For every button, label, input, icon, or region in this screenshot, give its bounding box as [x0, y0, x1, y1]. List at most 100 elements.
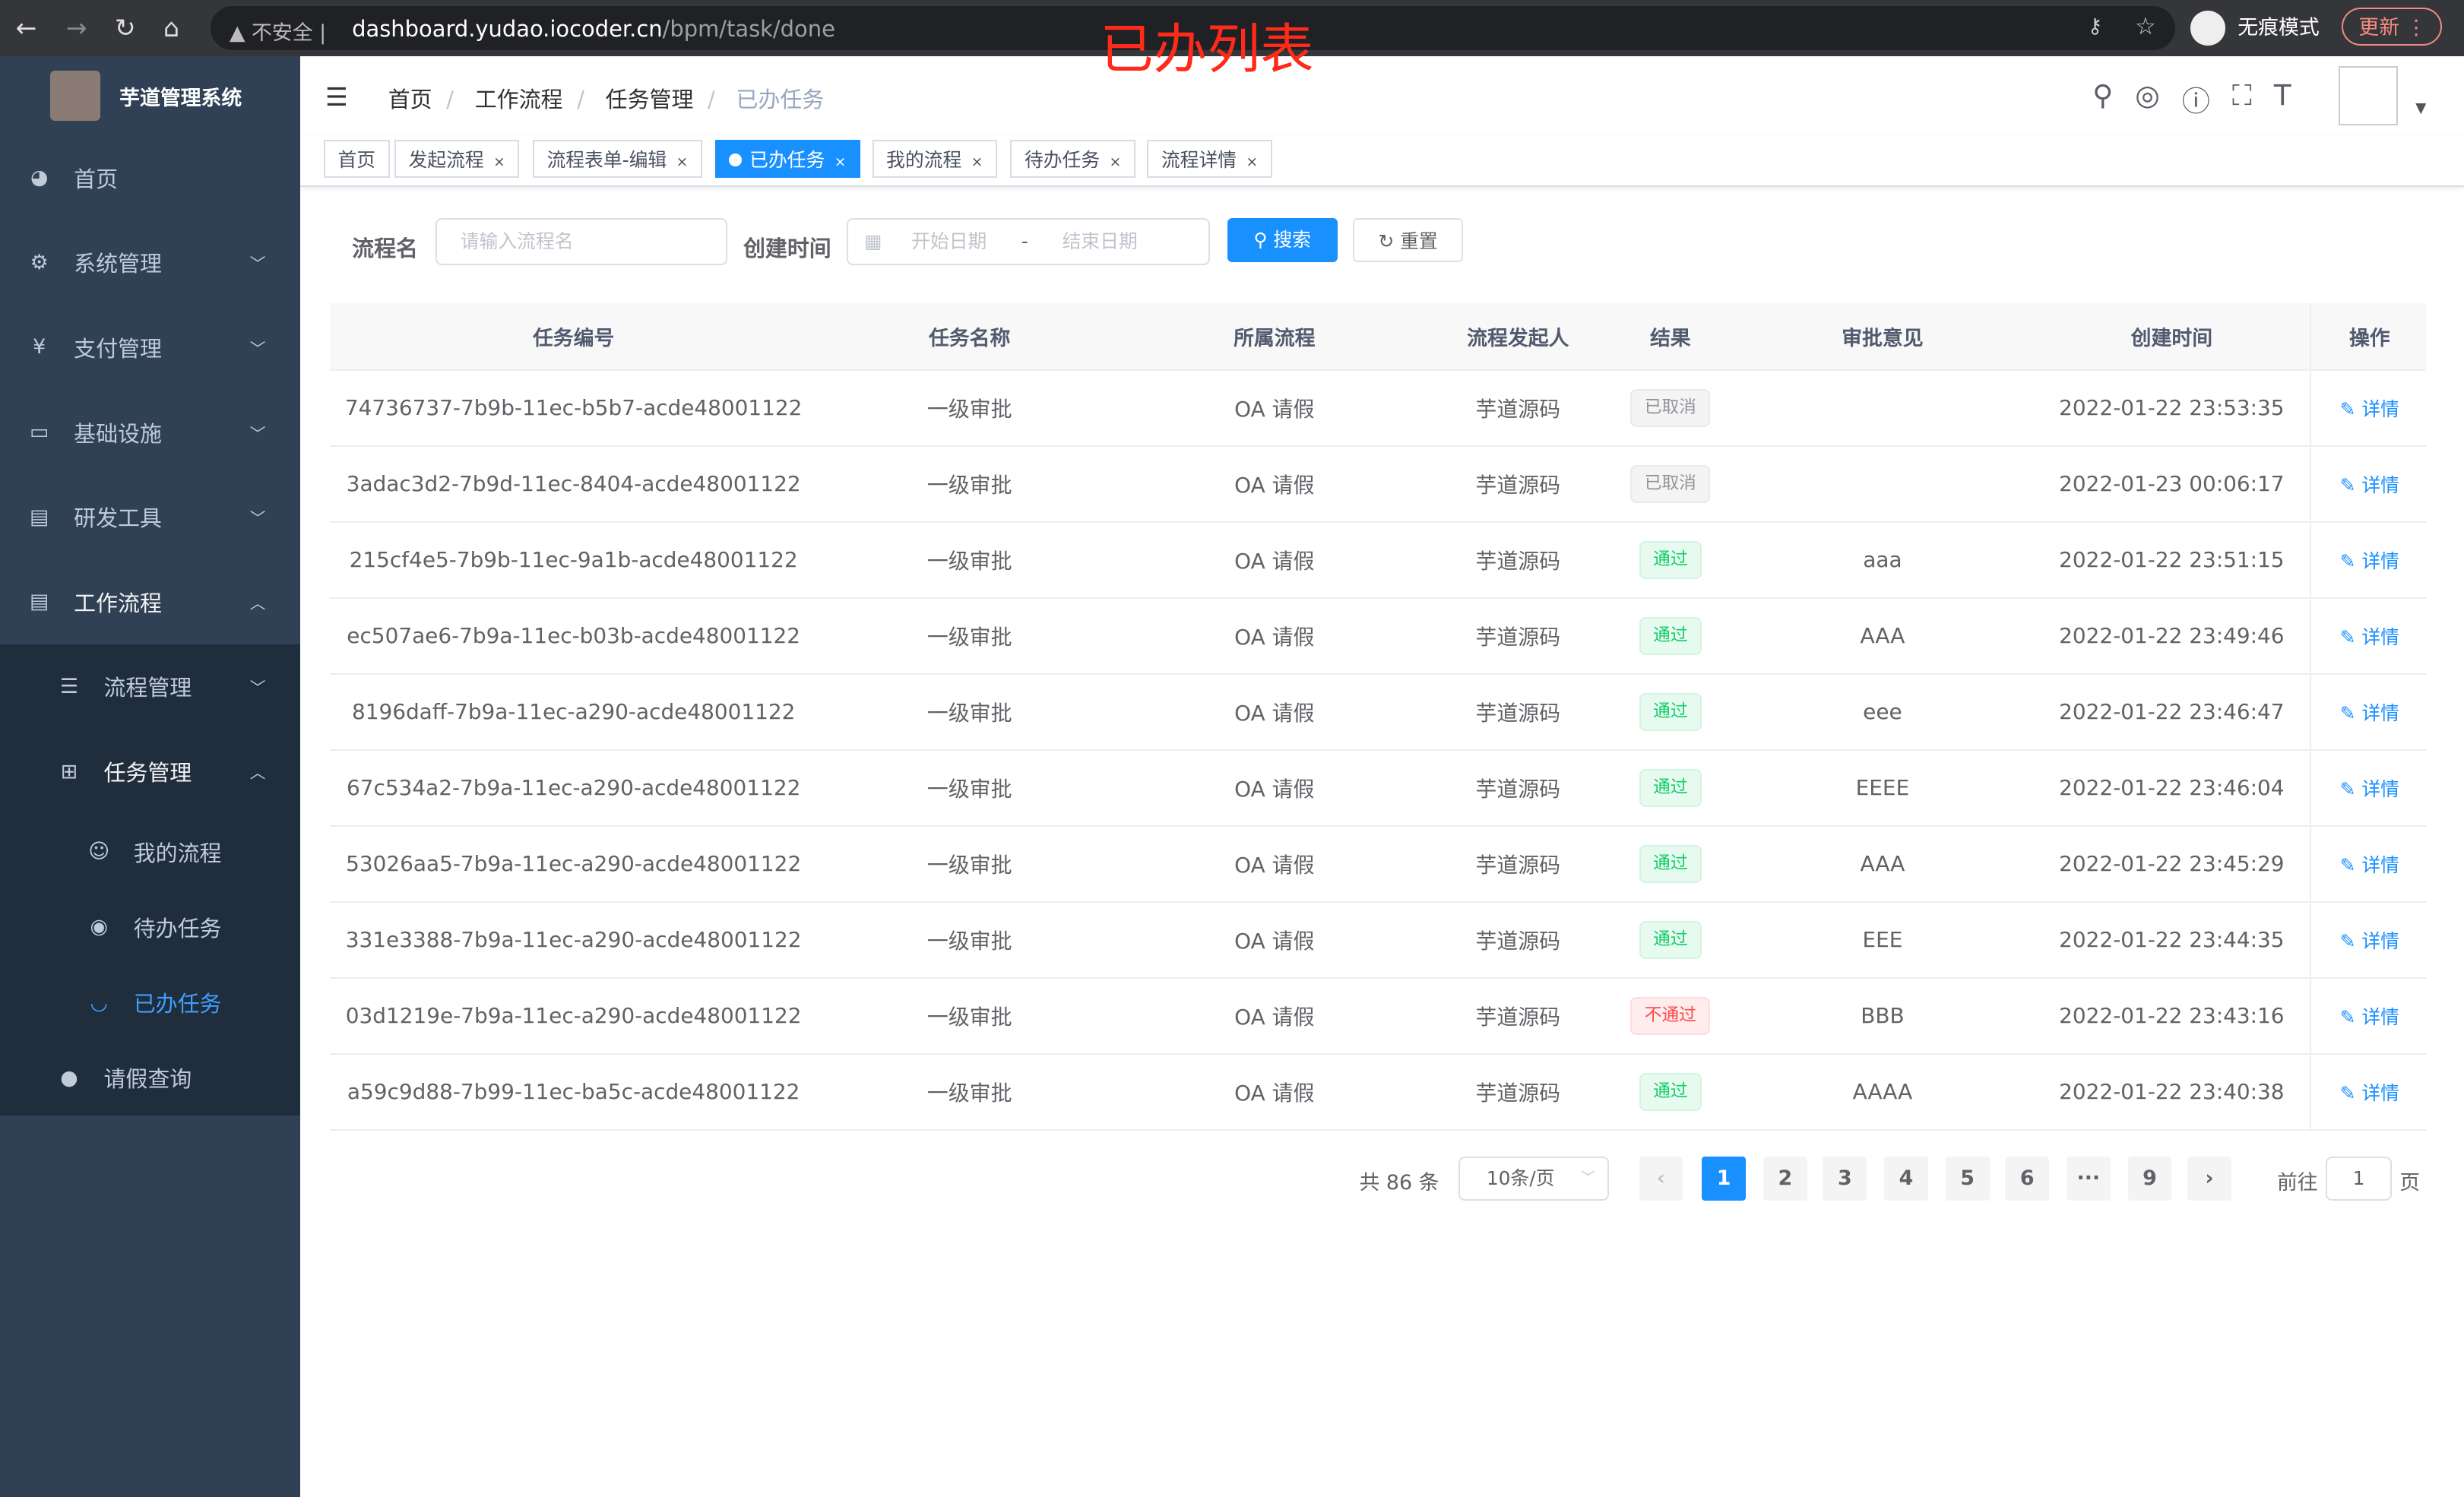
- back-icon[interactable]: ←: [15, 12, 37, 43]
- next-page-button[interactable]: ›: [2187, 1156, 2231, 1201]
- detail-link[interactable]: ✎ 详情: [2340, 850, 2399, 878]
- process-name: OA 请假: [1234, 396, 1315, 422]
- table-row: 8196daff-7b9a-11ec-a290-acde48001122 一级审…: [330, 674, 2427, 751]
- result-badge: 通过: [1639, 921, 1702, 959]
- tag-todo[interactable]: 待办任务 ×: [1010, 140, 1135, 178]
- incognito-badge[interactable]: 无痕模式: [2187, 8, 2320, 49]
- sidebar-item-home[interactable]: ◕ 首页: [0, 135, 300, 220]
- menu-label: 工作流程: [74, 590, 162, 616]
- breadcrumb-item[interactable]: 任务管理: [605, 86, 694, 112]
- process-name-input[interactable]: 请输入流程名: [435, 218, 728, 266]
- detail-link[interactable]: ✎ 详情: [2340, 698, 2399, 726]
- fullscreen-icon[interactable]: ⛶: [2231, 78, 2252, 112]
- page-button[interactable]: 5: [1945, 1156, 1990, 1201]
- menu-label: 请假查询: [103, 1066, 192, 1093]
- end-date[interactable]: 结束日期: [1062, 230, 1138, 253]
- table-row: 67c534a2-7b9a-11ec-a290-acde48001122 一级审…: [330, 750, 2427, 827]
- start-date[interactable]: 开始日期: [911, 230, 987, 253]
- detail-link[interactable]: ✎ 详情: [2340, 926, 2399, 954]
- update-button[interactable]: 更新 ⋮: [2341, 8, 2443, 46]
- breadcrumb: 首页 / 工作流程 / 任务管理 / 已办任务: [388, 86, 825, 112]
- sidebar-item-infra[interactable]: ▭ 基础设施 ﹀: [0, 390, 300, 475]
- tag-start-process[interactable]: 发起流程 ×: [394, 140, 520, 178]
- edit-icon: ✎: [2339, 473, 2362, 496]
- edit-icon: ✎: [2339, 1081, 2362, 1104]
- done-task-table: 任务编号 任务名称 所属流程 流程发起人 结果 审批意见 创建时间 操作 747…: [330, 303, 2427, 1131]
- starter: 芋道源码: [1475, 396, 1561, 422]
- comment: AAA: [1860, 851, 1905, 877]
- detail-link[interactable]: ✎ 详情: [2340, 1078, 2399, 1106]
- close-icon[interactable]: ×: [834, 154, 847, 170]
- task-name: 一级审批: [926, 700, 1012, 726]
- help-icon[interactable]: ⓘ: [2181, 84, 2210, 119]
- edit-icon: ✎: [2339, 625, 2362, 648]
- forward-icon[interactable]: →: [65, 12, 87, 43]
- tag-home[interactable]: 首页: [323, 140, 390, 178]
- search-icon[interactable]: ⚲: [2092, 78, 2114, 112]
- comment: EEEE: [1855, 775, 1910, 801]
- star-icon[interactable]: ☆: [2134, 12, 2156, 40]
- column-header: 流程发起人: [1467, 326, 1569, 350]
- sidebar-item-pay[interactable]: ¥ 支付管理 ﹀: [0, 305, 300, 390]
- detail-link[interactable]: ✎ 详情: [2340, 774, 2399, 802]
- tag-process-detail[interactable]: 流程详情 ×: [1147, 140, 1272, 178]
- page-button[interactable]: 4: [1884, 1156, 1928, 1201]
- close-icon[interactable]: ×: [676, 154, 689, 170]
- date-range-picker[interactable]: ▦ 开始日期 - 结束日期: [847, 218, 1211, 266]
- search-button[interactable]: ⚲ 搜索: [1227, 218, 1338, 263]
- close-icon[interactable]: ×: [1109, 154, 1122, 170]
- key-icon[interactable]: ⚷: [2087, 14, 2103, 38]
- github-icon[interactable]: ◎: [2135, 78, 2160, 112]
- sidebar-item-workflow[interactable]: ▤ 工作流程 ︿: [0, 559, 300, 644]
- close-icon[interactable]: ×: [971, 154, 983, 170]
- reset-button[interactable]: ↻ 重置: [1353, 218, 1463, 263]
- sidebar-item-leave[interactable]: ● 请假查询: [0, 1040, 300, 1116]
- address-bar[interactable]: ▲ 不安全 | dashboard.yudao.iocoder.cn/bpm/t…: [211, 6, 2175, 51]
- create-time: 2022-01-23 00:06:17: [2059, 471, 2285, 497]
- breadcrumb-item[interactable]: 首页: [388, 86, 432, 112]
- chevron-down-icon: ﹀: [249, 509, 266, 528]
- page-button[interactable]: 3: [1823, 1156, 1867, 1201]
- task-name: 一级审批: [926, 1004, 1012, 1030]
- process-name: OA 请假: [1234, 624, 1315, 650]
- avatar[interactable]: [2338, 65, 2399, 126]
- hamburger-icon[interactable]: ☰: [325, 81, 348, 112]
- close-icon[interactable]: ×: [1246, 154, 1259, 170]
- page-button[interactable]: ···: [2066, 1156, 2111, 1201]
- sidebar-item-process-manage[interactable]: ☰ 流程管理 ﹀: [0, 644, 300, 730]
- sidebar-item-system[interactable]: ⚙ 系统管理 ﹀: [0, 220, 300, 305]
- goto-page-input[interactable]: 1: [2326, 1156, 2392, 1201]
- logo[interactable]: 芋道管理系统: [0, 56, 300, 135]
- home-icon[interactable]: ⌂: [163, 12, 180, 43]
- starter: 芋道源码: [1475, 1080, 1561, 1106]
- reload-icon[interactable]: ↻: [114, 12, 136, 43]
- page-button[interactable]: 9: [2127, 1156, 2172, 1201]
- tag-done-task[interactable]: 已办任务 ×: [714, 140, 860, 178]
- close-icon[interactable]: ×: [493, 154, 505, 170]
- list-icon: ☰: [59, 674, 78, 698]
- page-size-select[interactable]: 10条/页 ﹀: [1458, 1156, 1610, 1201]
- page-button[interactable]: 6: [2005, 1156, 2050, 1201]
- annotation-title: 已办列表: [1100, 18, 1314, 81]
- font-size-icon[interactable]: T: [2273, 78, 2291, 112]
- sidebar-item-todo[interactable]: ◉ 待办任务: [0, 889, 300, 965]
- detail-link[interactable]: ✎ 详情: [2340, 546, 2399, 574]
- detail-link[interactable]: ✎ 详情: [2340, 470, 2399, 498]
- prev-page-button[interactable]: ‹: [1639, 1156, 1683, 1201]
- sidebar-item-devtools[interactable]: ▤ 研发工具 ﹀: [0, 474, 300, 559]
- logo-image: [50, 71, 101, 122]
- detail-link[interactable]: ✎ 详情: [2340, 394, 2399, 422]
- tag-my-process[interactable]: 我的流程 ×: [872, 140, 997, 178]
- detail-link[interactable]: ✎ 详情: [2340, 622, 2399, 650]
- toolbox-icon: ▤: [29, 590, 49, 614]
- sidebar-item-task-manage[interactable]: ⊞ 任务管理 ︿: [0, 729, 300, 814]
- sidebar-item-done[interactable]: ◡ 已办任务: [0, 964, 300, 1040]
- breadcrumb-item[interactable]: 工作流程: [474, 86, 563, 112]
- page-button[interactable]: 2: [1762, 1156, 1807, 1201]
- menu-label: 流程管理: [103, 675, 192, 701]
- page-button[interactable]: 1: [1702, 1156, 1747, 1201]
- tag-form-edit[interactable]: 流程表单-编辑 ×: [532, 140, 702, 178]
- sidebar-item-my-process[interactable]: ☺ 我的流程: [0, 813, 300, 890]
- caret-down-icon[interactable]: ▼: [2415, 100, 2427, 117]
- detail-link[interactable]: ✎ 详情: [2340, 1002, 2399, 1030]
